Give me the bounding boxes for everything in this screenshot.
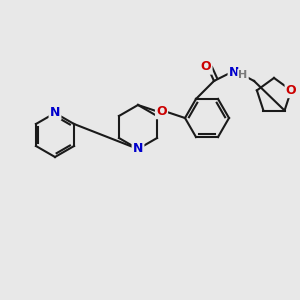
- Text: O: O: [156, 105, 167, 118]
- Text: H: H: [238, 70, 247, 80]
- Text: N: N: [133, 142, 143, 155]
- Text: N: N: [50, 106, 60, 119]
- Text: O: O: [201, 60, 211, 74]
- Text: O: O: [286, 84, 296, 97]
- Text: N: N: [229, 66, 239, 80]
